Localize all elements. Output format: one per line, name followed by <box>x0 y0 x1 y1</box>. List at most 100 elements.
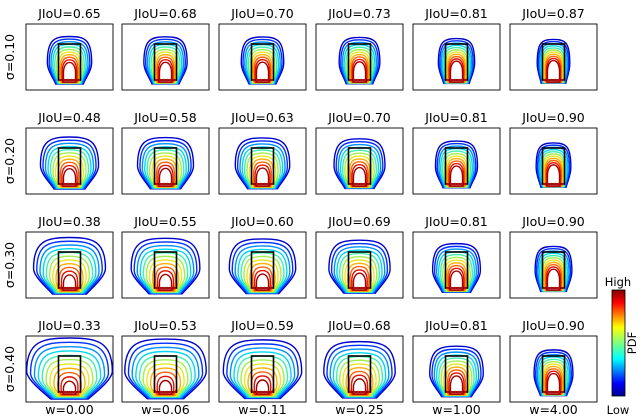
pdf-contour <box>338 252 381 293</box>
ground-truth-box <box>57 251 82 289</box>
sample-point <box>255 390 259 394</box>
pdf-contour <box>39 136 100 190</box>
pdf-contour <box>441 256 472 292</box>
pdf-contour <box>149 367 182 397</box>
row-sigma-label: σ=0.10 <box>2 34 17 80</box>
sample-point <box>266 390 270 394</box>
pdf-contour <box>53 46 86 84</box>
sample-point <box>263 78 266 82</box>
sample-point <box>543 78 546 82</box>
pdf-contour <box>255 61 270 83</box>
sample-point <box>453 78 457 82</box>
pdf-contour <box>536 353 571 396</box>
panel-jiou-title: JIoU=0.90 <box>521 214 585 229</box>
sample-point <box>557 390 561 394</box>
sample-point <box>59 182 62 186</box>
pdf-contour <box>62 61 77 83</box>
pdf-contour <box>538 252 569 292</box>
pdf-contour <box>130 237 201 295</box>
sample-point <box>62 182 66 186</box>
pdf-contour <box>246 259 279 293</box>
pdf-contour <box>341 149 378 189</box>
pdf-contour <box>448 267 465 291</box>
ground-truth-box <box>541 355 566 393</box>
ground-truth-box <box>57 355 82 393</box>
pdf-contour <box>352 272 367 291</box>
pdf-contour <box>152 48 179 84</box>
pdf-contour <box>42 139 97 190</box>
sample-point <box>457 182 460 186</box>
sample-point <box>449 286 453 290</box>
sample-point <box>162 390 165 394</box>
pdf-contour <box>143 36 188 85</box>
panel-jiou-title: JIoU=0.70 <box>230 6 294 21</box>
sample-point <box>453 286 457 290</box>
sample-point <box>550 286 553 290</box>
pdf-contour <box>252 53 273 84</box>
pdf-contour <box>240 252 285 293</box>
sample-point <box>259 390 263 394</box>
pdf-contour <box>449 165 464 187</box>
sample-point <box>464 78 467 82</box>
pdf-contour <box>247 367 278 397</box>
pdf-contour <box>45 358 94 398</box>
pdf-contour <box>446 157 467 188</box>
pdf-contour <box>340 39 379 85</box>
pdf-contour <box>439 40 474 84</box>
sample-point <box>367 286 370 290</box>
ground-truth-box <box>444 251 469 289</box>
sample-point <box>70 390 73 394</box>
pdf-contour <box>243 363 282 397</box>
pdf-contour <box>536 144 571 188</box>
sample-point <box>460 182 464 186</box>
sample-point <box>356 78 360 82</box>
pdf-contour <box>442 363 471 396</box>
pdf-contour <box>345 46 374 84</box>
pdf-contour <box>441 150 472 188</box>
ground-truth-box <box>153 251 178 289</box>
sample-point <box>169 78 173 82</box>
row-sigma-label: σ=0.40 <box>2 346 17 392</box>
pdf-contour <box>47 145 92 189</box>
pdf-contour <box>544 159 563 187</box>
column-w-label: w=0.11 <box>238 402 287 417</box>
column-w-label: w=4.00 <box>529 402 578 417</box>
pdf-contour <box>58 266 81 292</box>
sample-point <box>77 182 80 186</box>
sample-point <box>62 390 66 394</box>
sample-point <box>270 78 273 82</box>
pdf-contour <box>154 266 177 292</box>
pdf-contour <box>429 345 484 398</box>
sample-point <box>460 390 464 394</box>
panel-r1-c2: JIoU=0.63 <box>218 110 307 195</box>
sample-point <box>360 78 363 82</box>
pdf-contour <box>136 244 195 294</box>
pdf-contour <box>536 38 571 84</box>
pdf-contour <box>158 61 173 83</box>
sample-point <box>460 286 464 290</box>
panel-frame <box>121 127 210 195</box>
pdf-contour <box>349 53 370 84</box>
sample-point <box>266 78 270 82</box>
pdf-contour <box>156 375 175 396</box>
pdf-contour <box>335 140 384 189</box>
sample-point <box>66 286 69 290</box>
pdf-contour <box>240 36 285 85</box>
panel-r1-c0: JIoU=0.48 <box>25 110 114 195</box>
ground-truth-box <box>541 251 566 289</box>
sample-point <box>349 286 352 290</box>
sample-point <box>59 286 62 290</box>
panel-r3-c1: JIoU=0.53 <box>121 318 210 403</box>
pdf-contour <box>234 137 291 190</box>
panel-r3-c0: JIoU=0.33 <box>25 318 114 403</box>
pdf-contour <box>50 40 89 85</box>
pdf-contour <box>341 41 378 85</box>
pdf-contour <box>543 155 564 188</box>
pdf-contour <box>243 149 282 189</box>
sample-point <box>449 390 453 394</box>
pdf-contour <box>61 164 78 187</box>
pdf-contour <box>133 241 198 295</box>
sample-point <box>77 390 80 394</box>
sample-point <box>255 182 259 186</box>
sample-point <box>561 182 564 186</box>
